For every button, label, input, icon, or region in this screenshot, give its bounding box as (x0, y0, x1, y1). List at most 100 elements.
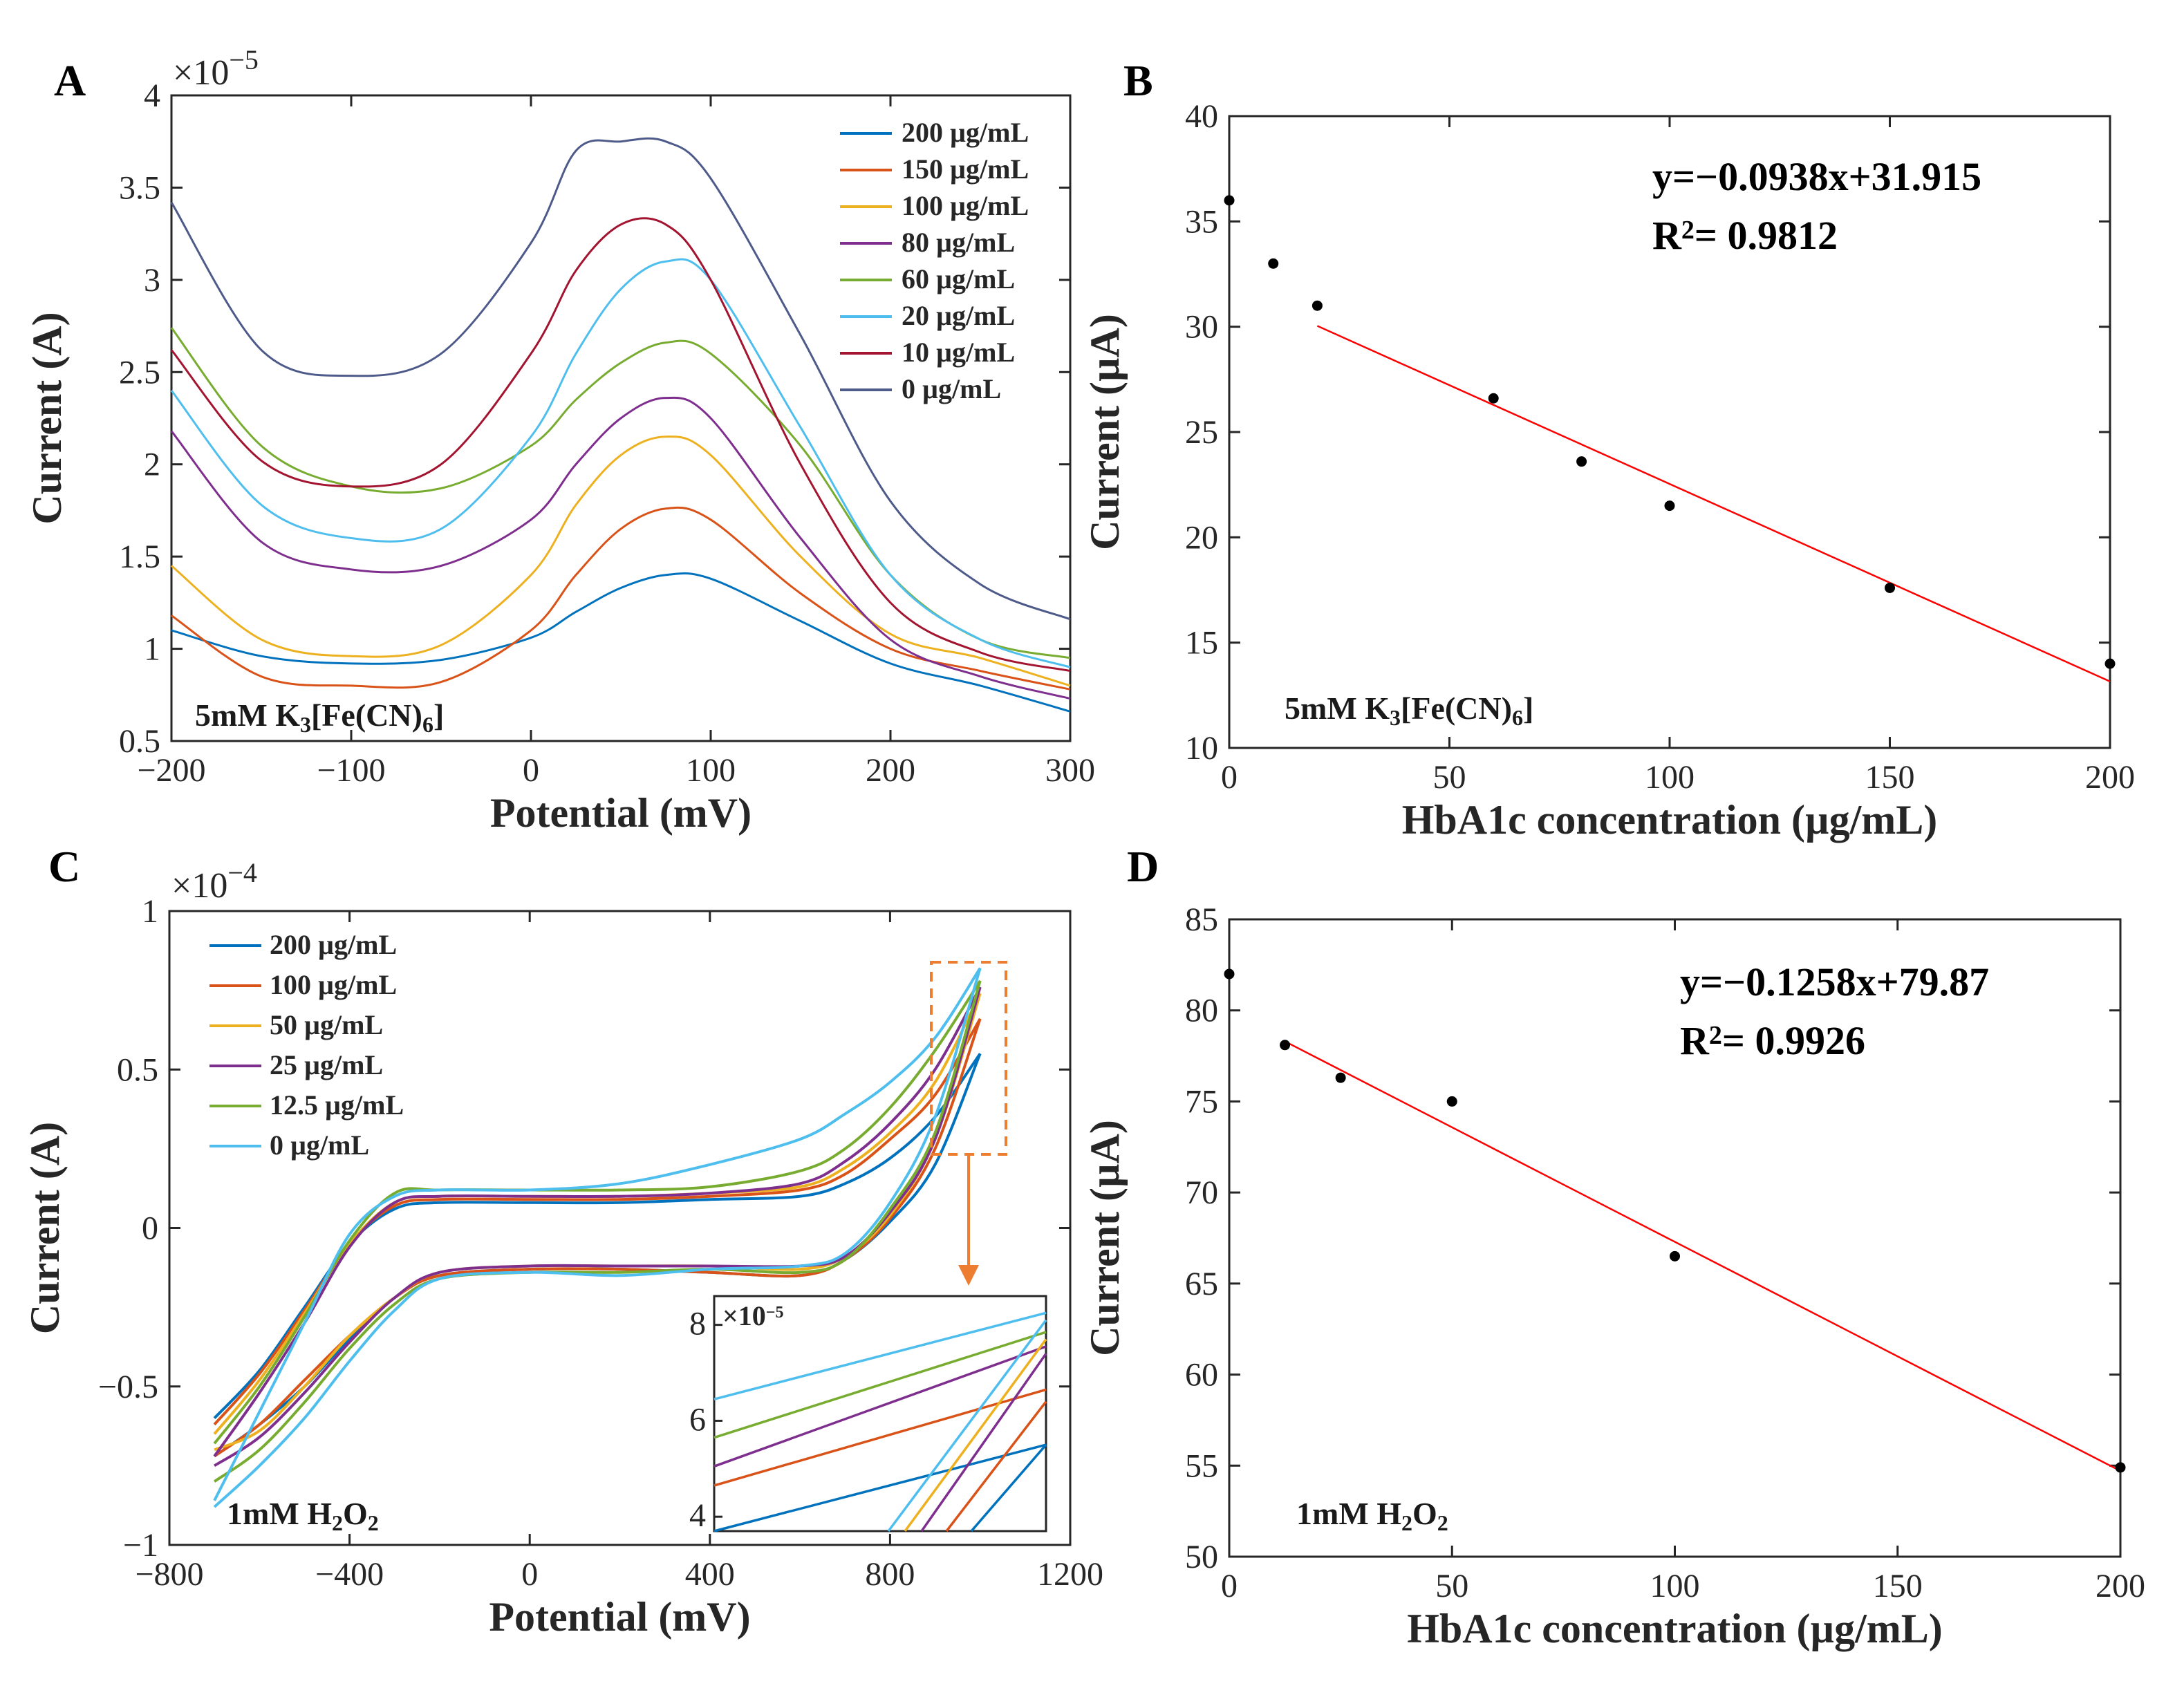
y-axis-label: Current (µA) (1082, 1120, 1128, 1356)
panel-a-chart: −200 −100 0 100 200 300 0.5 1 1.5 2 2.5 3 3.5 4 Potent… (24, 44, 1095, 836)
r-squared: R2= 0.9926 (1680, 1018, 1865, 1063)
data-point (1280, 1040, 1291, 1051)
y-tick-label: 60 (1185, 1357, 1218, 1394)
y-tick-label: 80 (1185, 993, 1218, 1029)
inset-series-line (920, 1353, 1047, 1532)
legend-label: 20 µg/mL (902, 300, 1015, 331)
data-point (1268, 258, 1279, 269)
r-squared-superscript: 2 (1681, 216, 1695, 245)
axis-exponent: ×10−5 (173, 44, 259, 93)
inset-series-line (887, 1319, 1047, 1532)
panel-letter-b: B (1123, 56, 1153, 105)
data-point (1224, 195, 1235, 206)
data-point (1224, 968, 1235, 979)
annotation-subscript: 6 (422, 712, 433, 737)
y-tick-label: 30 (1185, 309, 1218, 346)
axis-exponent: ×10−4 (171, 857, 257, 906)
series-line (170, 258, 1071, 668)
panel-b-chart: 0 50 100 150 200 10 15 20 25 30 35 40 HbA1c concentr… (1082, 98, 2135, 843)
y-tick-label: 0.5 (117, 1051, 158, 1088)
y-axis-label: Current (A) (24, 312, 70, 524)
x-tick-label: −100 (317, 752, 385, 789)
x-axis-label: HbA1c concentration (µg/mL) (1402, 797, 1937, 843)
y-tick-label: 1 (142, 893, 158, 930)
legend-label: 100 µg/mL (270, 969, 397, 1000)
solution-annotation: 5mM K3[Fe(CN)6] (195, 697, 444, 737)
r-squared-value: = 0.9812 (1695, 213, 1838, 258)
annotation-text-end: ] (433, 697, 444, 733)
inset-y-tick-label: 4 (689, 1497, 706, 1534)
y-tick-label: 15 (1185, 625, 1218, 662)
x-tick-label: −400 (315, 1556, 384, 1593)
y-tick-label: 85 (1185, 901, 1218, 938)
legend-label: 150 µg/mL (902, 153, 1029, 185)
y-tick-label: 75 (1185, 1083, 1218, 1120)
cv-forward-scan (213, 1053, 982, 1419)
y-tick-label: 3.5 (119, 169, 160, 206)
panel-letter-c: C (48, 842, 80, 891)
exponent-base: ×10 (171, 866, 227, 906)
inset-series-line (970, 1443, 1047, 1532)
y-tick-label: 25 (1185, 414, 1218, 451)
legend-label: 200 µg/mL (270, 929, 397, 960)
r-squared-superscript: 2 (1709, 1021, 1722, 1050)
x-tick-label: 300 (1045, 752, 1095, 789)
fit-equation: y=−0.0938x+31.915 (1652, 154, 1981, 199)
y-tick-label: 2.5 (119, 354, 160, 391)
panel-c-chart: −800 −400 0 400 800 1200 −1 −0.5 0 0.5 1 Potential … (22, 857, 1103, 1640)
annotation-subscript: 2 (332, 1510, 343, 1535)
data-point (1576, 456, 1587, 467)
data-point (1885, 582, 1895, 593)
y-axis-label: Current (A) (22, 1122, 68, 1334)
x-tick-label: 400 (685, 1556, 735, 1593)
annotation-text-mid: O (1412, 1496, 1437, 1531)
y-tick-label: 35 (1185, 203, 1218, 240)
cv-forward-scan (213, 1018, 982, 1426)
inset-exponent-base: ×10 (722, 1300, 766, 1331)
series-line (171, 572, 1071, 713)
cv-reverse-scan (213, 980, 982, 1483)
x-tick-label: 100 (1645, 759, 1695, 796)
exponent-power: −5 (229, 44, 259, 75)
y-tick-label: 3 (144, 262, 160, 299)
x-tick-label: 0 (523, 752, 539, 789)
inset-chart: 4 6 8 ×10−5 (689, 1295, 1047, 1534)
legend-label: 0 µg/mL (270, 1129, 369, 1161)
legend-label: 80 µg/mL (902, 227, 1015, 258)
y-tick-label: 40 (1185, 98, 1218, 135)
legend-label: 60 µg/mL (902, 263, 1015, 294)
r-squared-label: R (1680, 1018, 1710, 1063)
cv-reverse-scan (213, 1018, 982, 1458)
y-tick-label: 65 (1185, 1266, 1218, 1302)
panel-letter-d: D (1127, 842, 1159, 891)
exponent-power: −4 (227, 857, 257, 888)
series-line (170, 396, 1071, 700)
annotation-subscript: 3 (1390, 705, 1401, 730)
plot-frame (170, 94, 1072, 742)
inset-exponent-power: −5 (766, 1304, 784, 1322)
fit-line (1284, 1040, 2121, 1472)
solution-annotation: 1mM H2O2 (227, 1496, 379, 1535)
exponent-base: ×10 (173, 53, 229, 93)
annotation-text-mid: [Fe(CN) (1401, 691, 1512, 726)
x-tick-label: 200 (2096, 1568, 2145, 1604)
series-line (171, 435, 1071, 687)
data-point (1488, 393, 1499, 404)
y-tick-label: 55 (1185, 1447, 1218, 1484)
inset-series-line (904, 1338, 1047, 1532)
x-tick-label: 0 (1221, 759, 1238, 796)
data-point (1664, 500, 1675, 512)
inset-series-line (713, 1331, 1047, 1439)
x-tick-label: 100 (686, 752, 736, 789)
x-axis-label: HbA1c concentration (µg/mL) (1407, 1606, 1942, 1651)
inset-series-line (713, 1345, 1047, 1468)
fit-line (1316, 325, 2111, 683)
data-point (2104, 658, 2116, 669)
annotation-subscript: 2 (1401, 1510, 1412, 1535)
cv-reverse-scan (213, 967, 982, 1508)
y-tick-label: 1 (144, 631, 160, 668)
inset-frame (713, 1295, 1047, 1532)
x-tick-label: 0 (1221, 1568, 1238, 1604)
x-tick-label: 200 (2085, 759, 2135, 796)
x-tick-label: 0 (521, 1556, 538, 1593)
